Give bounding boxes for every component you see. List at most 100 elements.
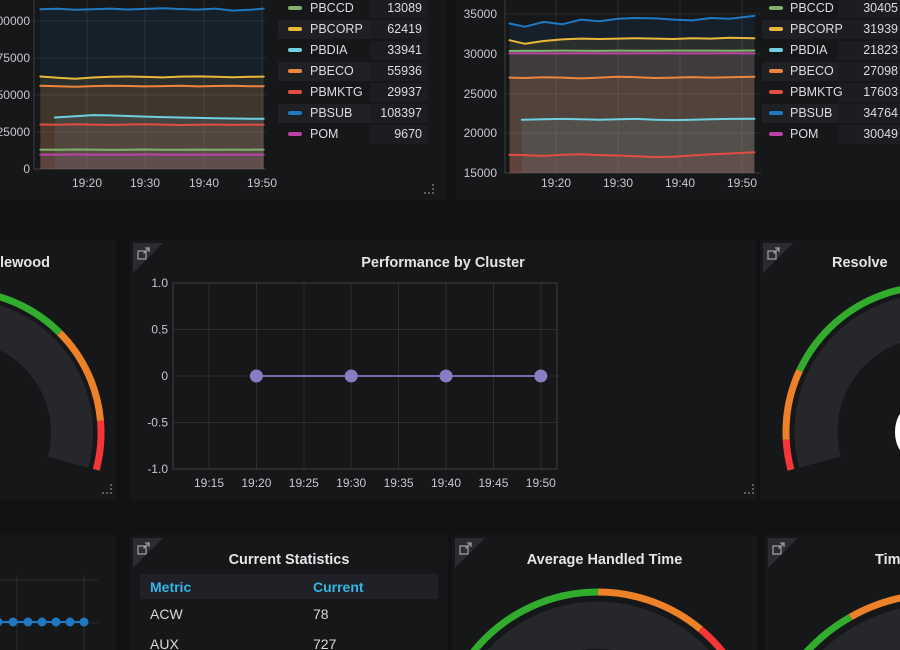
- series-flat-series-point[interactable]: [65, 617, 75, 627]
- series-flat-series-point[interactable]: [0, 617, 3, 627]
- panel-tim-gauge: Tim: [765, 535, 900, 650]
- legend-row: PBCCD 30405: [762, 0, 900, 19]
- legend-series-swatch[interactable]: [288, 27, 302, 31]
- legend-series-label[interactable]: PBMKTG: [310, 85, 363, 99]
- x-tick-label: 19:50: [247, 176, 277, 190]
- panel-resize-handle[interactable]: [744, 484, 746, 486]
- series-cluster-performance-point[interactable]: [249, 369, 263, 383]
- legend-series-swatch[interactable]: [288, 69, 302, 73]
- legend-series-label[interactable]: PBMKTG: [790, 85, 843, 99]
- panel-title[interactable]: lewood: [0, 255, 50, 271]
- legend-series-label[interactable]: PBCCD: [790, 1, 834, 15]
- gauge-threshold-arc: [92, 420, 105, 471]
- gauge-ring: [0, 305, 93, 468]
- mini-chart[interactable]: [0, 535, 116, 650]
- legend-series-swatch[interactable]: [288, 6, 302, 10]
- panel-resize-handle[interactable]: [102, 484, 104, 486]
- legend-series-label[interactable]: PBCCD: [310, 1, 354, 15]
- series-flat-series-point[interactable]: [51, 617, 61, 627]
- legend-series-label[interactable]: PBSUB: [790, 106, 833, 120]
- panel-title[interactable]: Performance by Cluster: [361, 255, 525, 271]
- legend-series-label[interactable]: PBCORP: [310, 22, 363, 36]
- gauge-value-partial: [895, 413, 900, 451]
- legend-series-swatch[interactable]: [769, 132, 783, 136]
- legend-row: PBECO 55936: [278, 61, 428, 82]
- panel-title[interactable]: Resolve: [832, 255, 888, 271]
- legend-series-swatch[interactable]: [769, 69, 783, 73]
- legend-series-value: 33941: [387, 43, 422, 57]
- gauge-threshold-arc: [782, 439, 795, 471]
- gauge-threshold-arc: [796, 286, 900, 372]
- legend-row: POM 30049: [762, 124, 900, 145]
- table-header-current[interactable]: Current: [313, 579, 364, 595]
- y-tick-label: 25000: [464, 87, 498, 101]
- legend-series-label[interactable]: PBECO: [310, 64, 354, 78]
- legend-value-cell: [370, 20, 428, 39]
- panel-title[interactable]: Current Statistics: [228, 552, 350, 568]
- legend-row: PBCORP 62419: [278, 19, 428, 40]
- legend-series-swatch[interactable]: [769, 48, 783, 52]
- table-header-metric[interactable]: Metric: [150, 579, 192, 595]
- x-tick-label: 19:20: [241, 476, 271, 490]
- legend-series-label[interactable]: PBSUB: [310, 106, 353, 120]
- series-PBSUB-fill: [40, 8, 264, 169]
- series-cluster-performance-point[interactable]: [534, 369, 548, 383]
- y-tick-label: 0: [161, 369, 168, 383]
- panel-title[interactable]: Tim: [875, 552, 900, 568]
- panel-gauge-resolve: Resolve: [760, 240, 900, 500]
- legend-series-label[interactable]: PBDIA: [790, 43, 828, 57]
- x-tick-label: 19:40: [189, 176, 219, 190]
- legend-series-label[interactable]: PBCORP: [790, 22, 843, 36]
- series-flat-series-point[interactable]: [79, 617, 89, 627]
- timeseries-chart-right[interactable]: 35000 30000 25000 20000 15000 19:20 19:30 19:40…: [456, 0, 900, 200]
- legend-series-label[interactable]: PBECO: [790, 64, 834, 78]
- legend-series-label[interactable]: PBDIA: [310, 43, 348, 57]
- legend-series-swatch[interactable]: [769, 90, 783, 94]
- legend-series-label[interactable]: POM: [790, 127, 819, 141]
- x-tick-label: 19:20: [72, 176, 102, 190]
- legend-series-swatch[interactable]: [288, 132, 302, 136]
- series-PBSUB-line: [39, 7, 265, 12]
- gauge-threshold-arc: [57, 330, 104, 422]
- series-PBECO-line: [508, 75, 756, 80]
- gauge-average-handled-time: [470, 588, 726, 650]
- y-tick-label: -1.0: [147, 462, 168, 476]
- gauge-lewood: [0, 293, 105, 471]
- series-flat-series-point[interactable]: [8, 617, 18, 627]
- legend-series-swatch[interactable]: [769, 6, 783, 10]
- performance-chart[interactable]: 1.0 0.5 0 -0.5 -1.0 19:15 19:20 19:25 19:30 19:35…: [130, 240, 756, 500]
- legend-value-cell: [370, 41, 428, 60]
- legend-value-cell: [838, 62, 900, 81]
- y-tick-label: 0.5: [151, 323, 168, 337]
- gauge-threshold-arc: [848, 594, 900, 620]
- y-tick-label: 20000: [464, 126, 498, 140]
- x-tick-label: 19:15: [194, 476, 224, 490]
- series-PBSUB-fill: [509, 15, 755, 174]
- legend-series-swatch[interactable]: [769, 27, 783, 31]
- table-cell: 78: [313, 606, 329, 622]
- legend-series-swatch[interactable]: [288, 48, 302, 52]
- legend-series-label[interactable]: POM: [310, 127, 339, 141]
- external-link-icon: [137, 542, 150, 555]
- x-tick-label: 19:40: [665, 176, 695, 190]
- panel-title[interactable]: Average Handled Time: [526, 552, 683, 568]
- series-cluster-performance-point[interactable]: [344, 369, 358, 383]
- x-tick-label: 19:50: [526, 476, 556, 490]
- series-cluster-performance-point[interactable]: [439, 369, 453, 383]
- legend-series-swatch[interactable]: [288, 90, 302, 94]
- series-PBDIA-line: [520, 117, 756, 122]
- series-flat-series-point[interactable]: [37, 617, 47, 627]
- legend-series-swatch[interactable]: [769, 111, 783, 115]
- y-tick-label: 15000: [464, 166, 498, 180]
- series-PBCORP-fill: [509, 37, 755, 173]
- series-flat-series-point[interactable]: [23, 617, 33, 627]
- table-cell: ACW: [150, 606, 183, 622]
- external-link-icon: [767, 247, 780, 260]
- legend-series-value: 31939: [863, 22, 898, 36]
- legend-series-swatch[interactable]: [288, 111, 302, 115]
- panel-resize-handle[interactable]: [424, 184, 426, 186]
- legend-value-cell: [838, 0, 900, 18]
- series-PBMKTG-line: [39, 123, 265, 126]
